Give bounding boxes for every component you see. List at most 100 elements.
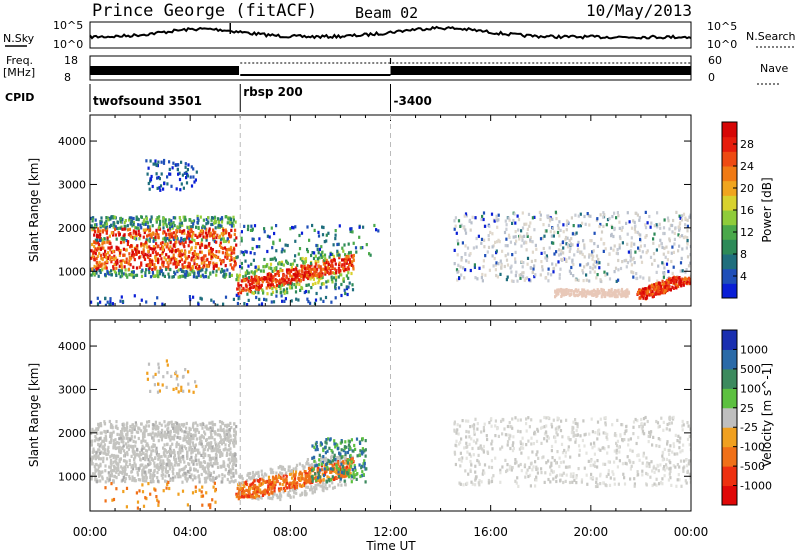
power-cell bbox=[662, 231, 665, 236]
velocity-cell bbox=[198, 480, 201, 484]
power-cell bbox=[207, 216, 210, 220]
power-cell bbox=[103, 221, 106, 225]
power-cell bbox=[228, 221, 231, 225]
velocity-cell bbox=[130, 454, 133, 458]
velocity-cell bbox=[324, 456, 327, 460]
power-cell bbox=[196, 271, 200, 275]
velocity-cell bbox=[287, 491, 290, 495]
power-cell bbox=[186, 168, 189, 172]
power-cell bbox=[349, 229, 352, 234]
power-cell bbox=[305, 273, 309, 278]
velocity-cell bbox=[329, 470, 332, 474]
power-cell bbox=[103, 241, 106, 245]
power-cell bbox=[149, 234, 152, 238]
velocity-cell bbox=[203, 476, 206, 481]
velocity-cell bbox=[271, 497, 274, 501]
power-cell bbox=[155, 172, 158, 176]
power-cell bbox=[124, 260, 127, 264]
power-cell bbox=[202, 235, 205, 239]
power-cell bbox=[95, 260, 98, 264]
velocity-cell bbox=[225, 453, 228, 457]
power-cell bbox=[317, 234, 321, 238]
power-cell bbox=[258, 297, 261, 301]
power-cell bbox=[327, 260, 330, 264]
power-cell bbox=[135, 237, 138, 241]
power-cell bbox=[648, 278, 651, 282]
power-cell bbox=[131, 253, 134, 257]
velocity-cell bbox=[153, 434, 156, 438]
power-cell bbox=[103, 262, 106, 266]
power-cell bbox=[518, 273, 521, 277]
power-cell bbox=[142, 254, 145, 258]
velocity-cell bbox=[337, 472, 340, 477]
power-cell bbox=[212, 236, 215, 240]
power-cell bbox=[176, 225, 179, 229]
power-cell bbox=[212, 270, 215, 274]
power-cell bbox=[617, 258, 620, 263]
power-cell bbox=[493, 256, 496, 261]
power-cell bbox=[672, 218, 675, 223]
velocity-cell bbox=[102, 456, 105, 460]
power-cell bbox=[163, 158, 166, 163]
power-cell bbox=[334, 267, 337, 271]
power-cell bbox=[497, 238, 500, 242]
power-cell bbox=[338, 267, 341, 271]
power-cell bbox=[140, 250, 144, 254]
velocity-cell bbox=[183, 460, 186, 464]
power-cell bbox=[251, 246, 254, 251]
power-cell bbox=[246, 270, 249, 274]
power-cell bbox=[626, 211, 629, 215]
velocity-cell bbox=[129, 444, 132, 448]
power-cell bbox=[689, 274, 691, 278]
velocity-cell bbox=[132, 425, 136, 429]
power-cell bbox=[259, 286, 262, 290]
power-cell bbox=[204, 271, 207, 275]
power-cell bbox=[106, 269, 109, 273]
power-cell bbox=[152, 247, 155, 251]
power-cell bbox=[156, 252, 159, 256]
power-cell bbox=[236, 273, 239, 277]
velocity-cell bbox=[255, 478, 258, 482]
power-cell bbox=[304, 274, 307, 278]
power-cell bbox=[652, 241, 655, 245]
power-cell bbox=[190, 228, 193, 232]
power-cell bbox=[119, 269, 122, 273]
power-cell bbox=[195, 263, 199, 267]
power-cell bbox=[351, 230, 354, 234]
velocity-cell bbox=[102, 451, 105, 455]
power-cell bbox=[582, 239, 585, 243]
velocity-cell bbox=[194, 456, 197, 460]
power-cell bbox=[105, 266, 108, 270]
power-cell bbox=[354, 246, 358, 250]
power-cell bbox=[265, 286, 268, 290]
power-cell bbox=[108, 302, 111, 306]
velocity-cell bbox=[103, 443, 106, 447]
power-cell bbox=[162, 231, 165, 235]
beam-label: Beam 02 bbox=[355, 4, 418, 22]
power-cell bbox=[248, 283, 251, 287]
velocity-cell bbox=[185, 430, 188, 434]
velocity-cell bbox=[224, 468, 227, 472]
power-cell bbox=[138, 265, 141, 269]
power-cell bbox=[480, 276, 483, 280]
velocity-cell bbox=[235, 471, 238, 475]
velocity-cell bbox=[174, 460, 177, 464]
velocity-cell bbox=[174, 475, 177, 479]
velocity-cell bbox=[161, 428, 164, 432]
velocity-cell bbox=[98, 457, 101, 461]
power-cell bbox=[314, 265, 317, 269]
power-cell bbox=[557, 253, 561, 257]
power-colorbar-swatch bbox=[722, 166, 737, 182]
power-cell bbox=[309, 301, 312, 305]
power-cell bbox=[178, 223, 182, 227]
power-cell bbox=[237, 292, 240, 296]
power-cell bbox=[351, 288, 355, 292]
power-cell bbox=[148, 245, 151, 249]
velocity-cell bbox=[168, 449, 171, 454]
power-cell bbox=[458, 276, 461, 281]
power-cell bbox=[118, 233, 121, 237]
power-cell bbox=[681, 247, 684, 251]
power-cell bbox=[195, 242, 198, 246]
power-cell bbox=[184, 240, 187, 244]
velocity-cell bbox=[169, 478, 172, 482]
